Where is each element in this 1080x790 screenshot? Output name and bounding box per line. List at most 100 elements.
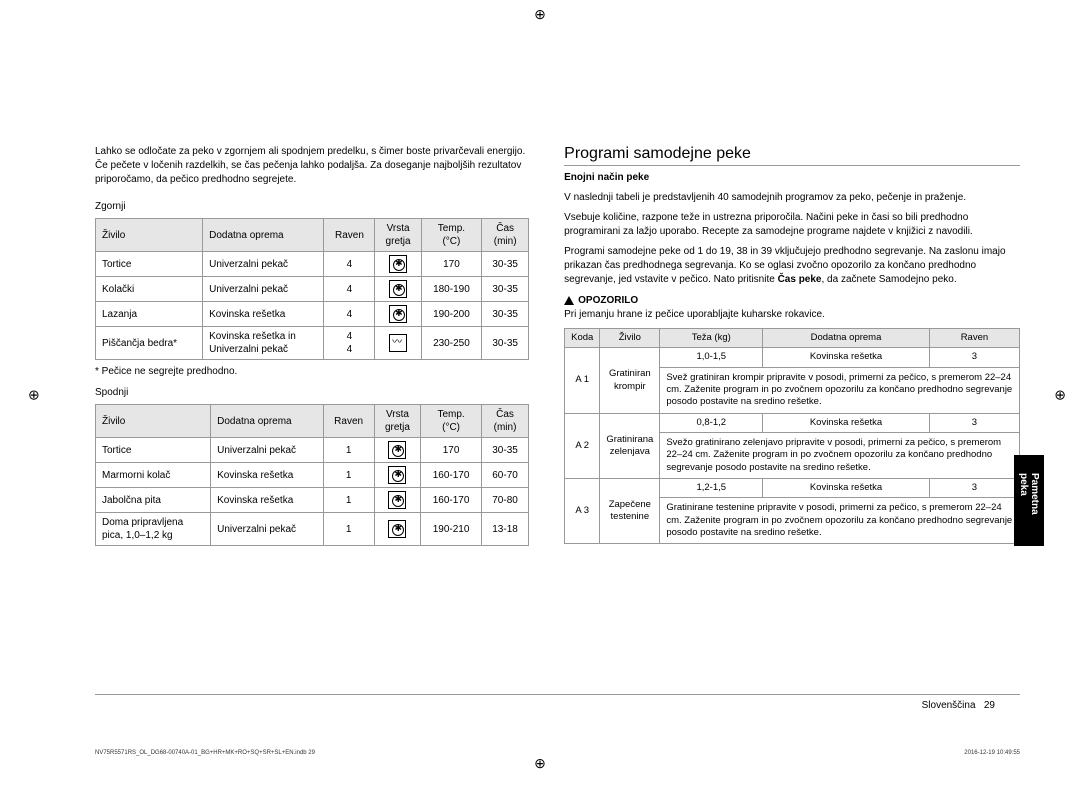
cell-acc: Kovinska rešetka <box>763 348 930 367</box>
cell-acc: Kovinska rešetka <box>763 479 930 498</box>
cell-weight: 1,0-1,5 <box>660 348 763 367</box>
cell-food: Marmorni kolač <box>96 463 211 488</box>
cell-mode <box>375 302 421 327</box>
crop-mark-top: ⊕ <box>534 6 546 23</box>
cell-code: A 1 <box>565 348 600 413</box>
th-weight: Teža (kg) <box>660 329 763 348</box>
fine-right: 2016-12-19 10:49:55 <box>964 750 1020 756</box>
table-row: Doma pripravljenapica, 1,0–1,2 kgUniverz… <box>96 513 529 546</box>
left-column: Lahko se odločate za peko v zgornjem ali… <box>95 145 529 546</box>
th-temp: Temp.(°C) <box>421 405 482 438</box>
cell-acc: Kovinska rešetka inUniverzalni pekač <box>203 327 324 360</box>
cell-temp: 190-210 <box>421 513 482 546</box>
cell-temp: 180-190 <box>421 277 481 302</box>
mode-icon <box>389 255 407 273</box>
cell-desc: Svežo gratinirano zelenjavo pripravite v… <box>660 433 1020 479</box>
page-footer: Slovenščina 29 <box>922 700 995 711</box>
cell-temp: 190-200 <box>421 302 481 327</box>
cell-level: 4 <box>324 277 375 302</box>
th-level: Raven <box>323 405 374 438</box>
table-row: KolačkiUniverzalni pekač4180-19030-35 <box>96 277 529 302</box>
cell-level: 4 <box>324 302 375 327</box>
mode-icon <box>389 280 407 298</box>
upper-table: Živilo Dodatna oprema Raven Vrstagretja … <box>95 218 529 360</box>
lower-label: Spodnji <box>95 387 529 398</box>
crop-mark-bottom: ⊕ <box>534 755 546 772</box>
side-tab: Pametna peka <box>1014 455 1044 546</box>
footer-page: 29 <box>984 700 995 711</box>
th-temp: Temp.(°C) <box>421 219 481 252</box>
cell-acc: Kovinska rešetka <box>211 463 323 488</box>
table-row: Jabolčna pitaKovinska rešetka1160-17070-… <box>96 488 529 513</box>
fine-left: NV75R5571RS_OL_DG68-00740A-01_BG+HR+MK+R… <box>95 750 315 756</box>
cell-mode <box>375 327 421 360</box>
cell-temp: 160-170 <box>421 463 482 488</box>
warning-text: Pri jemanju hrane iz pečice uporabljajte… <box>564 308 1020 322</box>
fine-print: NV75R5571RS_OL_DG68-00740A-01_BG+HR+MK+R… <box>95 750 1020 756</box>
cell-temp: 170 <box>421 252 481 277</box>
warning-label: OPOZORILO <box>578 295 638 306</box>
th-level: Raven <box>324 219 375 252</box>
table-row: LazanjaKovinska rešetka4 190-20030-35 <box>96 302 529 327</box>
cell-level: 1 <box>323 438 374 463</box>
cell-time: 13-18 <box>481 513 528 546</box>
th-level: Raven <box>929 329 1019 348</box>
mode-icon <box>389 334 407 352</box>
warning-row: OPOZORILO <box>564 295 1020 306</box>
table-row: A 2Gratiniranazelenjava0,8-1,2Kovinska r… <box>565 413 1020 432</box>
cell-food: Tortice <box>96 252 203 277</box>
cell-food: Piščančja bedra* <box>96 327 203 360</box>
cell-time: 30-35 <box>482 302 529 327</box>
cell-acc: Kovinska rešetka <box>211 488 323 513</box>
cell-desc: Svež gratiniran krompir pripravite v pos… <box>660 367 1020 413</box>
cell-weight: 1,2-1,5 <box>660 479 763 498</box>
note-text: * Pečice ne segrejte predhodno. <box>95 366 529 377</box>
cell-level: 3 <box>929 413 1019 432</box>
th-acc: Dodatna oprema <box>203 219 324 252</box>
cell-temp: 230-250 <box>421 327 481 360</box>
upper-label: Zgornji <box>95 201 529 212</box>
cell-food: Jabolčna pita <box>96 488 211 513</box>
cell-acc: Univerzalni pekač <box>203 277 324 302</box>
cell-level: 3 <box>929 479 1019 498</box>
cell-mode <box>375 277 421 302</box>
cell-mode <box>374 463 420 488</box>
table-row: A 3Zapečenetestenine1,2-1,5Kovinska reše… <box>565 479 1020 498</box>
th-code: Koda <box>565 329 600 348</box>
cell-food: Tortice <box>96 438 211 463</box>
cell-time: 60-70 <box>481 463 528 488</box>
cell-food: Kolački <box>96 277 203 302</box>
cell-mode <box>375 252 421 277</box>
p3c: , da začnete Samodejno peko. <box>822 274 957 285</box>
th-mode: Vrstagretja <box>375 219 421 252</box>
crop-mark-right: ⊕ <box>1054 387 1066 404</box>
cell-acc: Kovinska rešetka <box>203 302 324 327</box>
table-row: A 1Gratinirankrompir1,0-1,5Kovinska reše… <box>565 348 1020 367</box>
th-time: Čas(min) <box>481 405 528 438</box>
cell-weight: 0,8-1,2 <box>660 413 763 432</box>
cell-time: 30-35 <box>482 252 529 277</box>
cell-time: 30-35 <box>481 438 528 463</box>
cell-code: A 3 <box>565 479 600 544</box>
cell-level: 1 <box>323 488 374 513</box>
cell-mode <box>374 438 420 463</box>
program-table: Koda Živilo Teža (kg) Dodatna oprema Rav… <box>564 328 1020 544</box>
cell-acc: Kovinska rešetka <box>763 413 930 432</box>
cell-food: Doma pripravljenapica, 1,0–1,2 kg <box>96 513 211 546</box>
footer-separator <box>95 694 1020 695</box>
mode-icon <box>388 441 406 459</box>
mode-icon <box>389 305 407 323</box>
cell-food: Zapečenetestenine <box>600 479 660 544</box>
cell-time: 70-80 <box>481 488 528 513</box>
table-row: Piščančja bedra*Kovinska rešetka inUnive… <box>96 327 529 360</box>
cell-food: Lazanja <box>96 302 203 327</box>
th-food: Živilo <box>96 405 211 438</box>
table-row: TorticeUniverzalni pekač417030-35 <box>96 252 529 277</box>
cell-code: A 2 <box>565 413 600 478</box>
th-acc: Dodatna oprema <box>763 329 930 348</box>
cell-acc: Univerzalni pekač <box>211 513 323 546</box>
page-content: Lahko se odločate za peko v zgornjem ali… <box>0 0 1080 596</box>
th-mode: Vrstagretja <box>374 405 420 438</box>
cell-food: Gratiniranazelenjava <box>600 413 660 478</box>
cell-level: 4 <box>324 252 375 277</box>
